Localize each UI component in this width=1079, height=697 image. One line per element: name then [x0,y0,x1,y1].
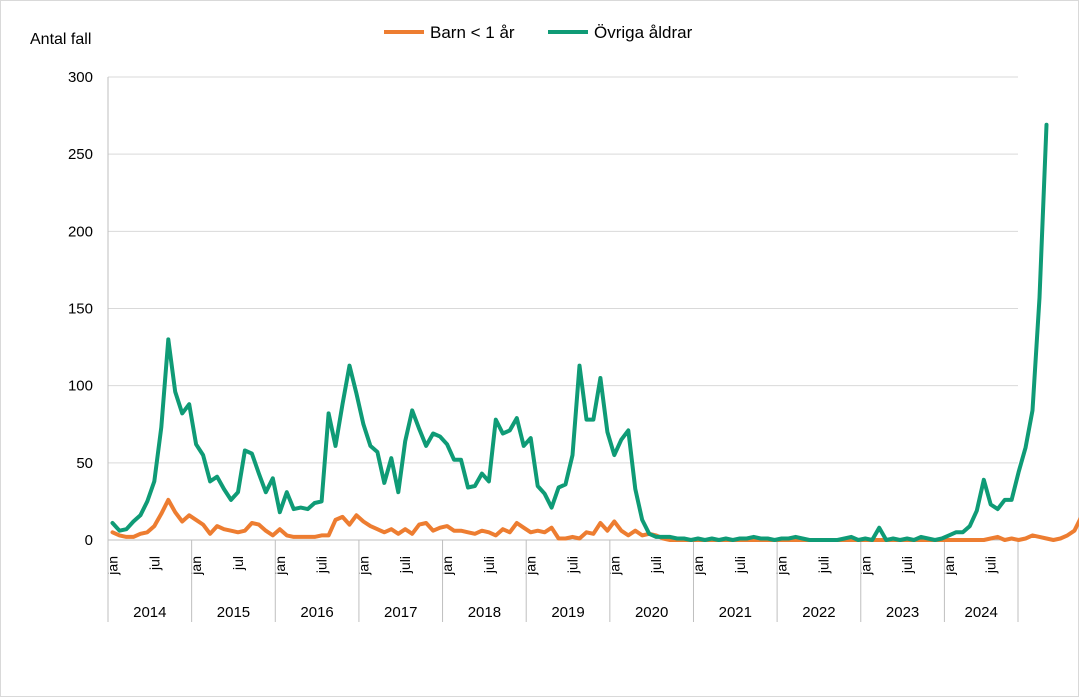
y-tick-label: 100 [68,378,93,395]
y-tick-label: 300 [68,69,93,86]
y-tick-label: 150 [68,301,93,318]
x-tick-label: jan [606,556,622,576]
x-tick-label: jan [105,556,121,576]
legend-label: Övriga åldrar [594,23,693,42]
x-tick-label: jan [355,556,371,576]
year-label: 2018 [468,604,501,621]
year-label: 2022 [802,604,835,621]
x-tick-label: jan [439,556,455,576]
x-tick-label: juli [815,556,831,574]
x-tick-label: juli [983,556,999,574]
series-line-1 [110,122,1049,542]
x-tick-label: jan [774,556,790,576]
x-tick-label: juli [481,556,497,574]
y-tick-label: 0 [85,532,93,549]
x-tick-label: jan [523,556,539,576]
year-label: 2024 [965,604,998,621]
year-label: 2021 [719,604,752,621]
x-tick-label: juli [648,556,664,574]
y-tick-label: 250 [68,146,93,163]
y-tick-label: 50 [76,455,93,472]
series-line-0 [110,497,1079,542]
x-tick-label: juli [314,556,330,574]
x-tick-label: jul [146,556,162,571]
x-tick-label: jul [230,556,246,571]
year-label: 2016 [300,604,333,621]
x-tick-label: jan [857,556,873,576]
year-label: 2017 [384,604,417,621]
legend-label: Barn < 1 år [430,23,515,42]
year-label: 2023 [886,604,919,621]
x-tick-label: juli [899,556,915,574]
x-tick-label: juli [732,556,748,574]
x-tick-label: jan [188,556,204,576]
year-label: 2019 [551,604,584,621]
year-label: 2020 [635,604,668,621]
year-label: 2014 [133,604,166,621]
x-tick-label: jan [941,556,957,576]
x-tick-label: jan [690,556,706,576]
year-label: 2015 [217,604,250,621]
y-tick-label: 200 [68,223,93,240]
x-tick-label: juli [397,556,413,574]
x-tick-label: juli [565,556,581,574]
y-axis-label: Antal fall [30,31,91,48]
x-tick-label: jan [272,556,288,576]
